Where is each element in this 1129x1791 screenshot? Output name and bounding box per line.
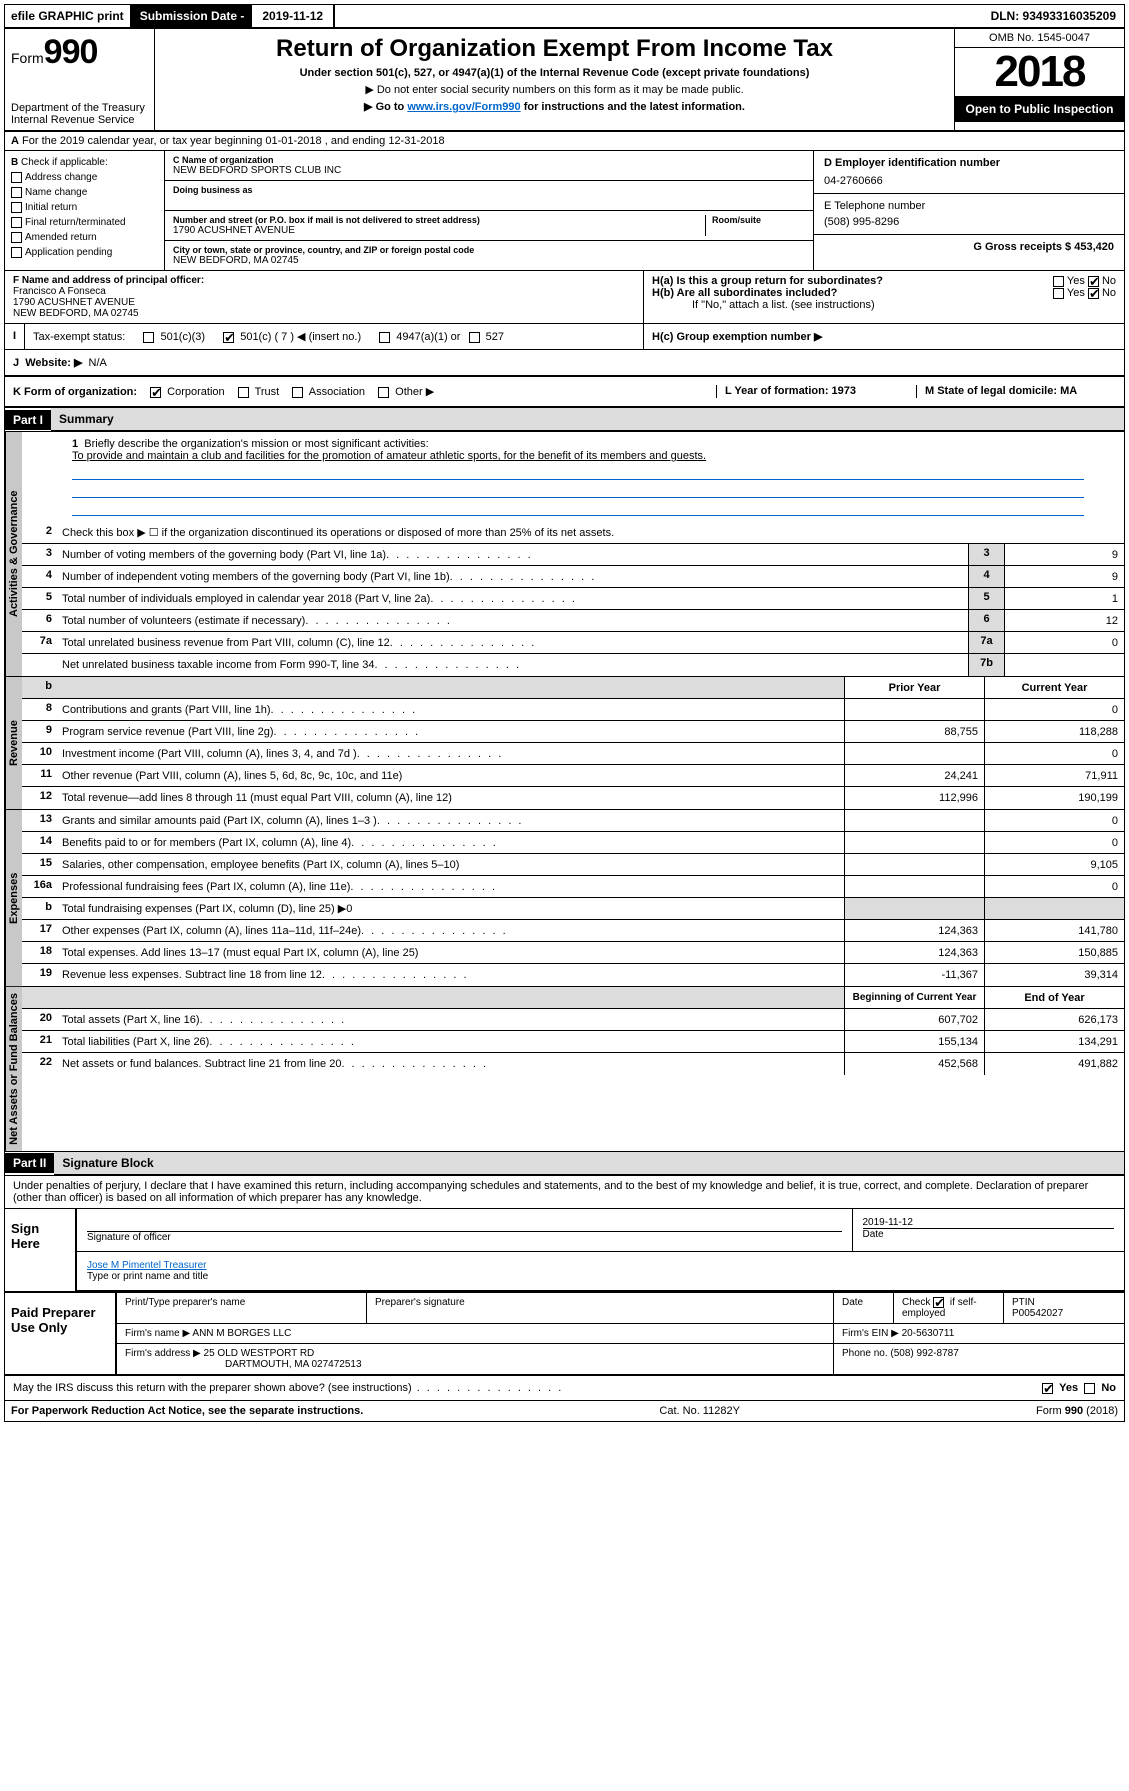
pra-notice: For Paperwork Reduction Act Notice, see … — [11, 1405, 363, 1417]
group-return: H(a) Is this a group return for subordin… — [644, 271, 1124, 323]
tab-governance: Activities & Governance — [5, 432, 22, 676]
dln: DLN: 93493316035209 — [983, 5, 1124, 27]
tab-netassets: Net Assets or Fund Balances — [5, 987, 22, 1151]
submission-date: 2019-11-12 — [252, 5, 335, 27]
irs-link[interactable]: www.irs.gov/Form990 — [407, 101, 520, 113]
col-b: B Check if applicable: Address change Na… — [5, 151, 165, 270]
tab-revenue: Revenue — [5, 677, 22, 809]
top-bar: efile GRAPHIC print Submission Date - 20… — [5, 5, 1124, 29]
officer-name-label: Type or print name and title — [87, 1271, 1114, 1282]
header-middle: Return of Organization Exempt From Incom… — [155, 29, 954, 130]
cb-final[interactable]: Final return/terminated — [11, 215, 158, 230]
submission-label: Submission Date - — [132, 5, 253, 27]
cb-name[interactable]: Name change — [11, 185, 158, 200]
col-c: C Name of organization NEW BEDFORD SPORT… — [165, 151, 814, 270]
mission-text: To provide and maintain a club and facil… — [72, 450, 706, 462]
cb-initial[interactable]: Initial return — [11, 200, 158, 215]
line-a: A For the 2019 calendar year, or tax yea… — [5, 132, 1124, 151]
section-netassets: Net Assets or Fund Balances Beginning of… — [5, 987, 1124, 1152]
header-note-2: ▶ Go to www.irs.gov/Form990 for instruct… — [165, 100, 944, 113]
omb-number: OMB No. 1545-0047 — [955, 29, 1124, 48]
cb-pending[interactable]: Application pending — [11, 245, 158, 260]
phone-label: E Telephone number — [824, 200, 1114, 212]
sig-date-label: Date — [863, 1228, 1115, 1240]
header-block: B Check if applicable: Address change Na… — [5, 151, 1124, 271]
name-label: C Name of organization — [173, 155, 805, 165]
paid-preparer-block: Paid Preparer Use Only Print/Type prepar… — [5, 1293, 1124, 1376]
website-row: J Website: ▶ N/A — [5, 350, 1124, 377]
sig-date: 2019-11-12 — [863, 1217, 1115, 1228]
open-public: Open to Public Inspection — [955, 96, 1124, 122]
city-label: City or town, state or province, country… — [173, 245, 805, 255]
prep-sig-h: Preparer's signature — [367, 1293, 834, 1323]
cb-amended[interactable]: Amended return — [11, 230, 158, 245]
dba-label: Doing business as — [173, 185, 805, 195]
page-footer: For Paperwork Reduction Act Notice, see … — [5, 1401, 1124, 1421]
part-1-head: Part I Summary — [5, 408, 1124, 432]
tab-expenses: Expenses — [5, 810, 22, 986]
discuss-row: May the IRS discuss this return with the… — [5, 1376, 1124, 1401]
dept-treasury: Department of the Treasury Internal Reve… — [11, 102, 148, 126]
form-number: Form990 — [11, 33, 148, 72]
firm-phone: (508) 992-8787 — [890, 1348, 958, 1359]
part-2-head: Part II Signature Block — [5, 1152, 1124, 1176]
officer-name[interactable]: Jose M Pimentel Treasurer — [87, 1260, 1114, 1271]
org-city: NEW BEDFORD, MA 02745 — [173, 255, 805, 266]
room-label: Room/suite — [712, 215, 805, 225]
firm-name: ANN M BORGES LLC — [192, 1328, 291, 1339]
sign-here-block: Sign Here Signature of officer 2019-11-1… — [5, 1209, 1124, 1293]
section-fg: F Name and address of principal officer:… — [5, 271, 1124, 324]
firm-ein: 20-5630711 — [902, 1328, 955, 1339]
ein-value: 04-2760666 — [824, 175, 1114, 187]
org-name: NEW BEDFORD SPORTS CLUB INC — [173, 165, 805, 176]
sign-here-label: Sign Here — [5, 1209, 75, 1291]
header-right: OMB No. 1545-0047 2018 Open to Public In… — [954, 29, 1124, 130]
phone-value: (508) 995-8296 — [824, 216, 1114, 228]
ein-label: D Employer identification number — [824, 157, 1000, 169]
form-990-page: efile GRAPHIC print Submission Date - 20… — [4, 4, 1125, 1422]
form-title: Return of Organization Exempt From Incom… — [165, 35, 944, 63]
perjury-statement: Under penalties of perjury, I declare th… — [5, 1176, 1124, 1209]
col-d: D Employer identification number 04-2760… — [814, 151, 1124, 270]
mission-block: 1 Briefly describe the organization's mi… — [22, 432, 1124, 522]
tax-year: 2018 — [955, 48, 1124, 96]
paid-preparer-label: Paid Preparer Use Only — [5, 1293, 115, 1374]
firm-addr2: DARTMOUTH, MA 027472513 — [225, 1359, 362, 1370]
section-revenue: Revenue bPrior YearCurrent Year 8Contrib… — [5, 677, 1124, 810]
gross-receipts: G Gross receipts $ 453,420 — [973, 241, 1114, 253]
firm-addr: 25 OLD WESTPORT RD — [204, 1348, 315, 1359]
header-left: Form990 Department of the Treasury Inter… — [5, 29, 155, 130]
org-address: 1790 ACUSHNET AVENUE — [173, 225, 705, 236]
prep-date-h: Date — [834, 1293, 894, 1323]
ptin: P00542027 — [1012, 1308, 1063, 1319]
k-row: K Form of organization: Corporation Trus… — [5, 377, 1124, 408]
section-expenses: Expenses 13Grants and similar amounts pa… — [5, 810, 1124, 987]
tax-status-row: I Tax-exempt status: 501(c)(3) 501(c) ( … — [5, 324, 1124, 350]
form-header: Form990 Department of the Treasury Inter… — [5, 29, 1124, 132]
form-subtitle: Under section 501(c), 527, or 4947(a)(1)… — [165, 67, 944, 79]
addr-label: Number and street (or P.O. box if mail i… — [173, 215, 705, 225]
sig-officer-label: Signature of officer — [87, 1231, 842, 1243]
section-governance: Activities & Governance 1 Briefly descri… — [5, 432, 1124, 677]
form-footer: Form 990 (2018) — [1036, 1405, 1118, 1417]
principal-officer: F Name and address of principal officer:… — [5, 271, 644, 323]
cat-number: Cat. No. 11282Y — [659, 1405, 740, 1417]
cb-address[interactable]: Address change — [11, 170, 158, 185]
prep-name-h: Print/Type preparer's name — [117, 1293, 367, 1323]
header-note-1: ▶ Do not enter social security numbers o… — [165, 83, 944, 96]
efile-label[interactable]: efile GRAPHIC print — [5, 5, 132, 27]
